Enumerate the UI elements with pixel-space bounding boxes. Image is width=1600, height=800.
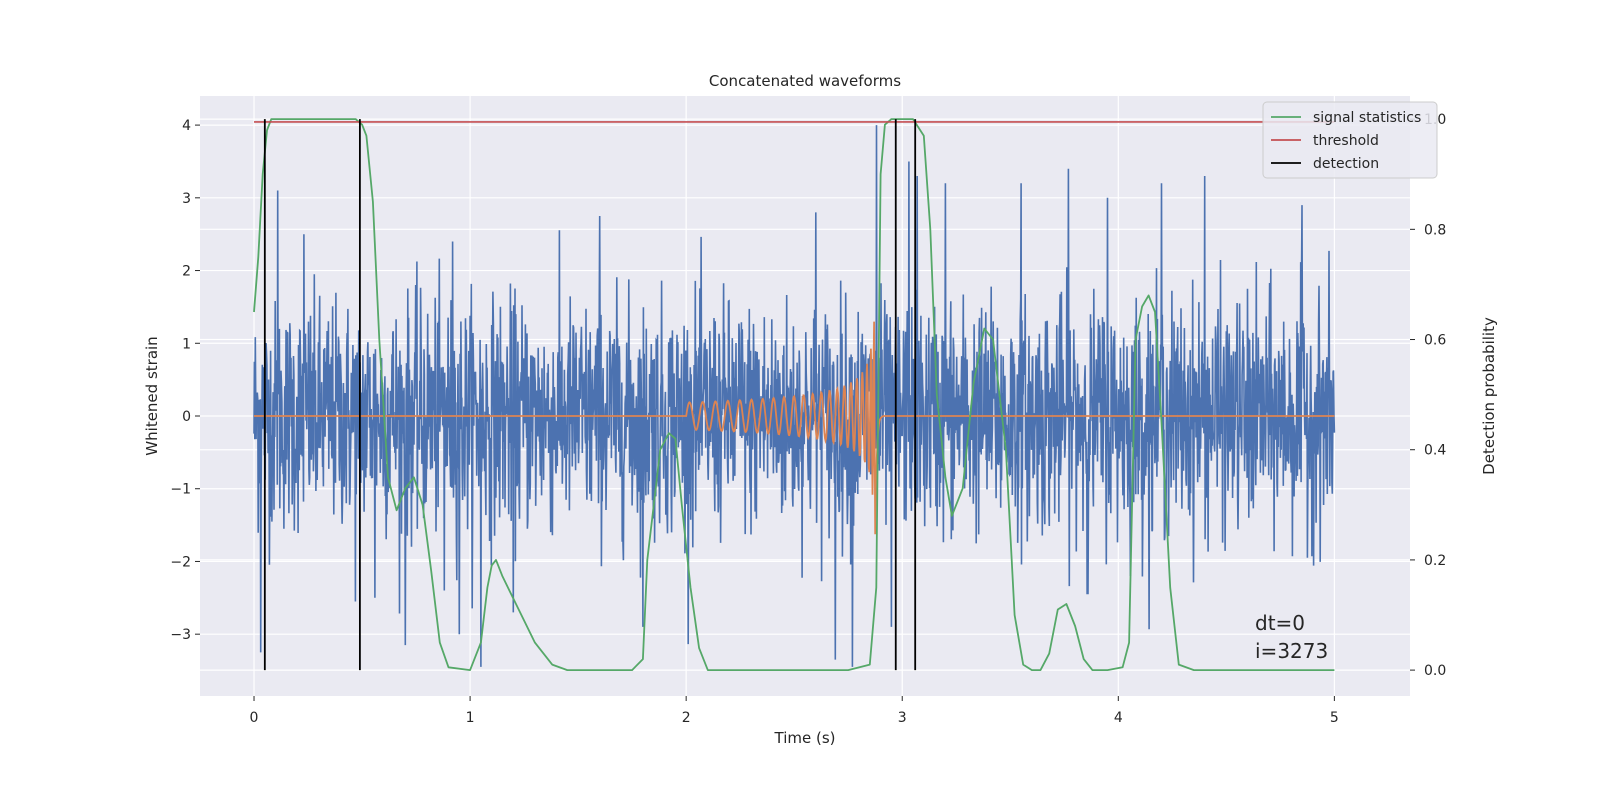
x-tick-label: 0 bbox=[250, 710, 259, 726]
legend: signal statistics threshold detection bbox=[1262, 101, 1438, 179]
legend-box bbox=[1262, 101, 1438, 179]
y-tick-label: −2 bbox=[170, 554, 191, 570]
legend-entry: detection bbox=[1313, 156, 1379, 172]
x-axis-label: Time (s) bbox=[774, 729, 836, 747]
legend-entry: threshold bbox=[1313, 133, 1379, 149]
x-tick-label: 3 bbox=[898, 710, 907, 726]
chart-title: Concatenated waveforms bbox=[709, 72, 901, 90]
series-layer bbox=[253, 118, 1336, 671]
y-tick-label: 0 bbox=[182, 409, 191, 425]
annotation-index: i=3273 bbox=[1255, 639, 1328, 663]
legend-entry: signal statistics bbox=[1313, 110, 1421, 126]
x-tick-label: 5 bbox=[1330, 710, 1339, 726]
series-group bbox=[253, 118, 1336, 671]
y-tick-label: 2 bbox=[182, 264, 191, 280]
y-axis-label: Whitened strain bbox=[143, 336, 161, 455]
y-tick-label: −3 bbox=[170, 627, 191, 643]
signal-statistics-line bbox=[253, 118, 1335, 671]
y2-tick-label: 0.4 bbox=[1424, 443, 1446, 459]
y2-axis-label: Detection probability bbox=[1480, 317, 1498, 475]
y-tick-label: 4 bbox=[182, 118, 191, 134]
y2-tick-label: 0.0 bbox=[1424, 663, 1446, 679]
y-tick-label: 3 bbox=[182, 191, 191, 207]
y2-tick-label: 0.2 bbox=[1424, 553, 1446, 569]
y-tick-label: −1 bbox=[170, 482, 191, 498]
annotation-dt: dt=0 bbox=[1255, 611, 1305, 635]
x-tick-label: 2 bbox=[682, 710, 691, 726]
y-tick-label: 1 bbox=[182, 336, 191, 352]
x-tick-label: 1 bbox=[466, 710, 475, 726]
y2-tick-label: 0.8 bbox=[1424, 222, 1446, 238]
x-tick-label: 4 bbox=[1114, 710, 1123, 726]
strain-line bbox=[253, 125, 1336, 667]
injected-signal-line bbox=[254, 321, 1335, 535]
y2-tick-label: 0.6 bbox=[1424, 333, 1446, 349]
